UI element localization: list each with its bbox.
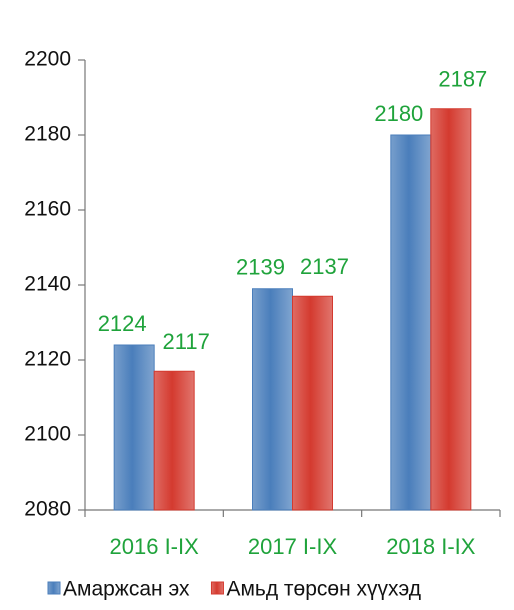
data-label: 2139 [236, 255, 285, 280]
y-tick-label: 2200 [24, 48, 71, 71]
y-tick-label: 2140 [24, 273, 71, 296]
bar [113, 344, 155, 511]
y-tick-label: 2100 [24, 423, 71, 446]
y-tick-label: 2120 [24, 348, 71, 371]
x-tick-label: 2018 I-IX [386, 534, 476, 559]
data-label: 2137 [300, 254, 349, 279]
y-tick-label: 2180 [24, 123, 71, 146]
legend-label: Амьд төрсөн хүүхэд [226, 578, 421, 601]
data-label: 2117 [163, 329, 210, 354]
data-label: 2187 [438, 67, 487, 92]
y-tick-label: 2080 [24, 498, 71, 521]
bar [390, 134, 432, 511]
legend-swatch [47, 581, 61, 595]
data-label: 2124 [98, 311, 147, 336]
bar [252, 288, 293, 511]
legend-swatch [210, 581, 224, 595]
bar [292, 295, 333, 511]
x-tick-label: 2017 I-IX [248, 534, 338, 559]
data-label: 2180 [374, 101, 423, 126]
x-tick-label: 2016 I-IX [110, 534, 200, 559]
legend-label: Амаржсан эх [63, 578, 190, 601]
bar [153, 370, 195, 511]
bar [430, 108, 472, 511]
y-tick-label: 2160 [24, 198, 71, 221]
